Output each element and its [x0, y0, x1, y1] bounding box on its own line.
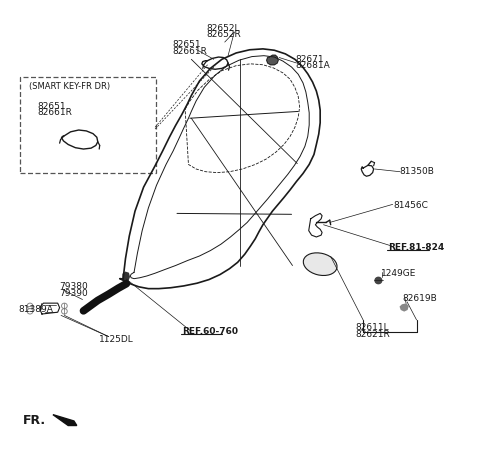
Text: 81350B: 81350B	[399, 167, 434, 176]
Ellipse shape	[303, 253, 337, 276]
Polygon shape	[267, 56, 278, 66]
Text: 81389A: 81389A	[18, 304, 53, 313]
Text: 82652L: 82652L	[206, 24, 240, 33]
Text: 82671: 82671	[295, 55, 324, 64]
Text: 1125DL: 1125DL	[99, 334, 134, 343]
Text: REF.60-760: REF.60-760	[182, 326, 238, 335]
Text: 81456C: 81456C	[394, 200, 429, 209]
Text: 82661R: 82661R	[172, 47, 207, 56]
Text: 1249GE: 1249GE	[381, 268, 416, 277]
Text: 82652R: 82652R	[206, 30, 240, 39]
Text: 82651: 82651	[172, 40, 201, 49]
Text: 82651: 82651	[37, 102, 66, 111]
Polygon shape	[53, 415, 77, 425]
Polygon shape	[123, 273, 129, 283]
Circle shape	[375, 278, 382, 284]
Text: 82621R: 82621R	[355, 329, 390, 338]
Text: 79380: 79380	[60, 282, 88, 291]
Text: REF.81-824: REF.81-824	[388, 242, 444, 251]
Text: (SMART KEY-FR DR): (SMART KEY-FR DR)	[29, 82, 110, 91]
Bar	[20, 77, 156, 173]
Text: 82661R: 82661R	[37, 108, 72, 117]
Text: 79390: 79390	[60, 288, 88, 297]
Text: FR.: FR.	[23, 413, 46, 426]
Text: 82611L: 82611L	[356, 323, 389, 332]
Polygon shape	[400, 304, 408, 311]
Text: 82681A: 82681A	[295, 61, 330, 70]
Text: 82619B: 82619B	[402, 293, 437, 303]
